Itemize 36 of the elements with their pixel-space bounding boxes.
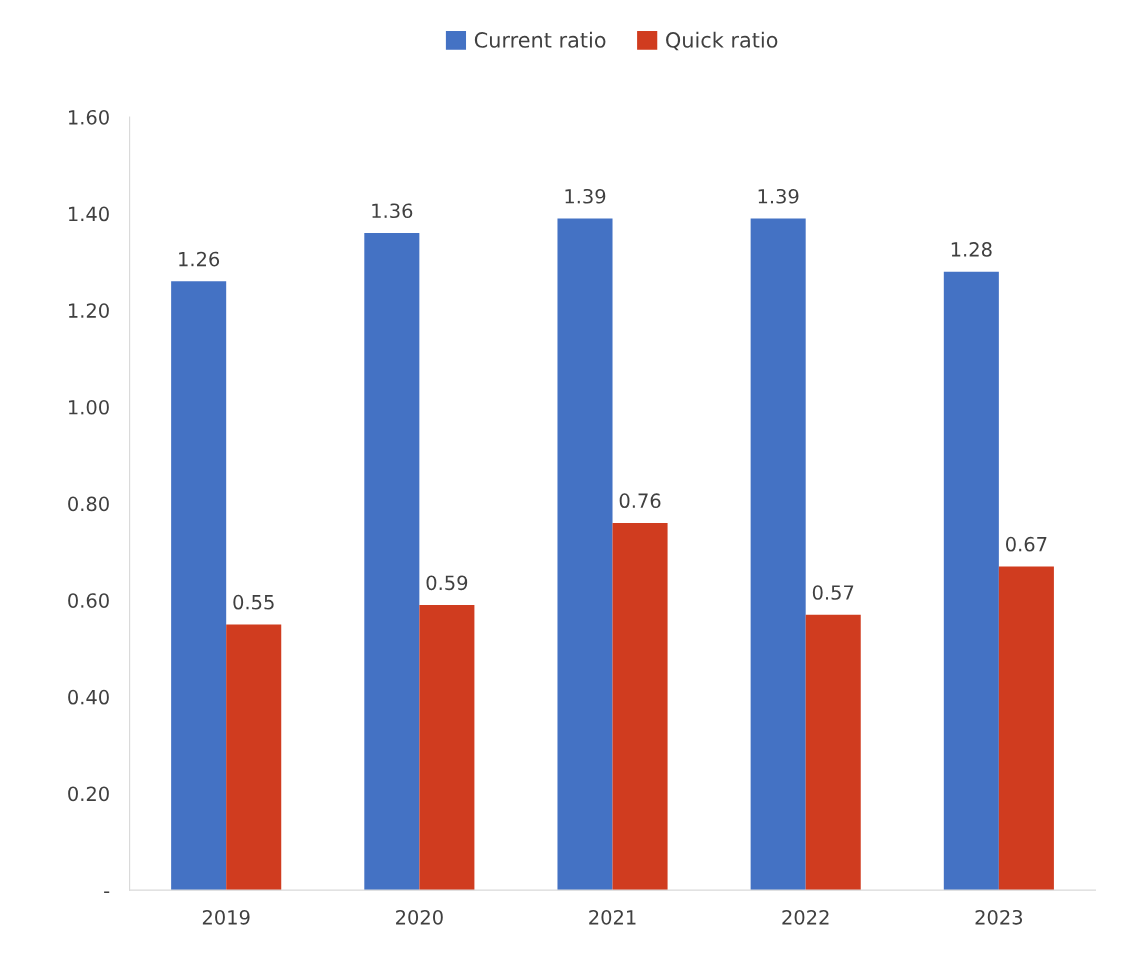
bar xyxy=(612,522,668,891)
y-tick-label: 1.20 xyxy=(69,303,109,318)
y-tick-label: 1.60 xyxy=(69,109,109,125)
data-label: 0.76 xyxy=(619,493,661,509)
y-tick-label: 0.40 xyxy=(68,689,109,705)
data-label: 1.28 xyxy=(951,242,992,257)
bar xyxy=(419,605,475,891)
data-label: 0.67 xyxy=(1006,536,1047,552)
bar xyxy=(364,232,420,891)
x-tick-label: 2020 xyxy=(396,909,443,925)
bar xyxy=(998,566,1054,891)
data-label: 0.55 xyxy=(233,594,274,610)
y-tick-label: 1.40 xyxy=(69,206,109,222)
legend-label: Current ratio xyxy=(474,31,606,48)
bar xyxy=(171,281,227,891)
data-label: 1.36 xyxy=(372,203,413,219)
bar xyxy=(557,218,613,891)
legend-label: Quick ratio xyxy=(666,31,778,51)
data-label: 0.59 xyxy=(426,575,468,591)
data-label: 1.26 xyxy=(179,251,220,267)
bar xyxy=(750,218,806,891)
y-tick-label: 0.20 xyxy=(68,786,109,802)
bar xyxy=(226,624,282,891)
x-tick-label: 2022 xyxy=(782,909,829,925)
data-label: 1.39 xyxy=(758,188,799,204)
y-tick-label: 0.80 xyxy=(68,496,109,512)
x-tick-label: 2021 xyxy=(589,909,636,925)
y-tick-label: 0.60 xyxy=(68,593,109,608)
x-tick-label: 2023 xyxy=(975,909,1023,925)
data-label: 1.39 xyxy=(565,188,606,204)
y-tick-label: 1.00 xyxy=(69,399,109,415)
bar xyxy=(805,614,861,891)
bar xyxy=(943,271,999,891)
x-tick-label: 2019 xyxy=(202,909,250,925)
y-tick-label: - xyxy=(104,891,110,894)
data-label: 0.57 xyxy=(812,585,854,600)
